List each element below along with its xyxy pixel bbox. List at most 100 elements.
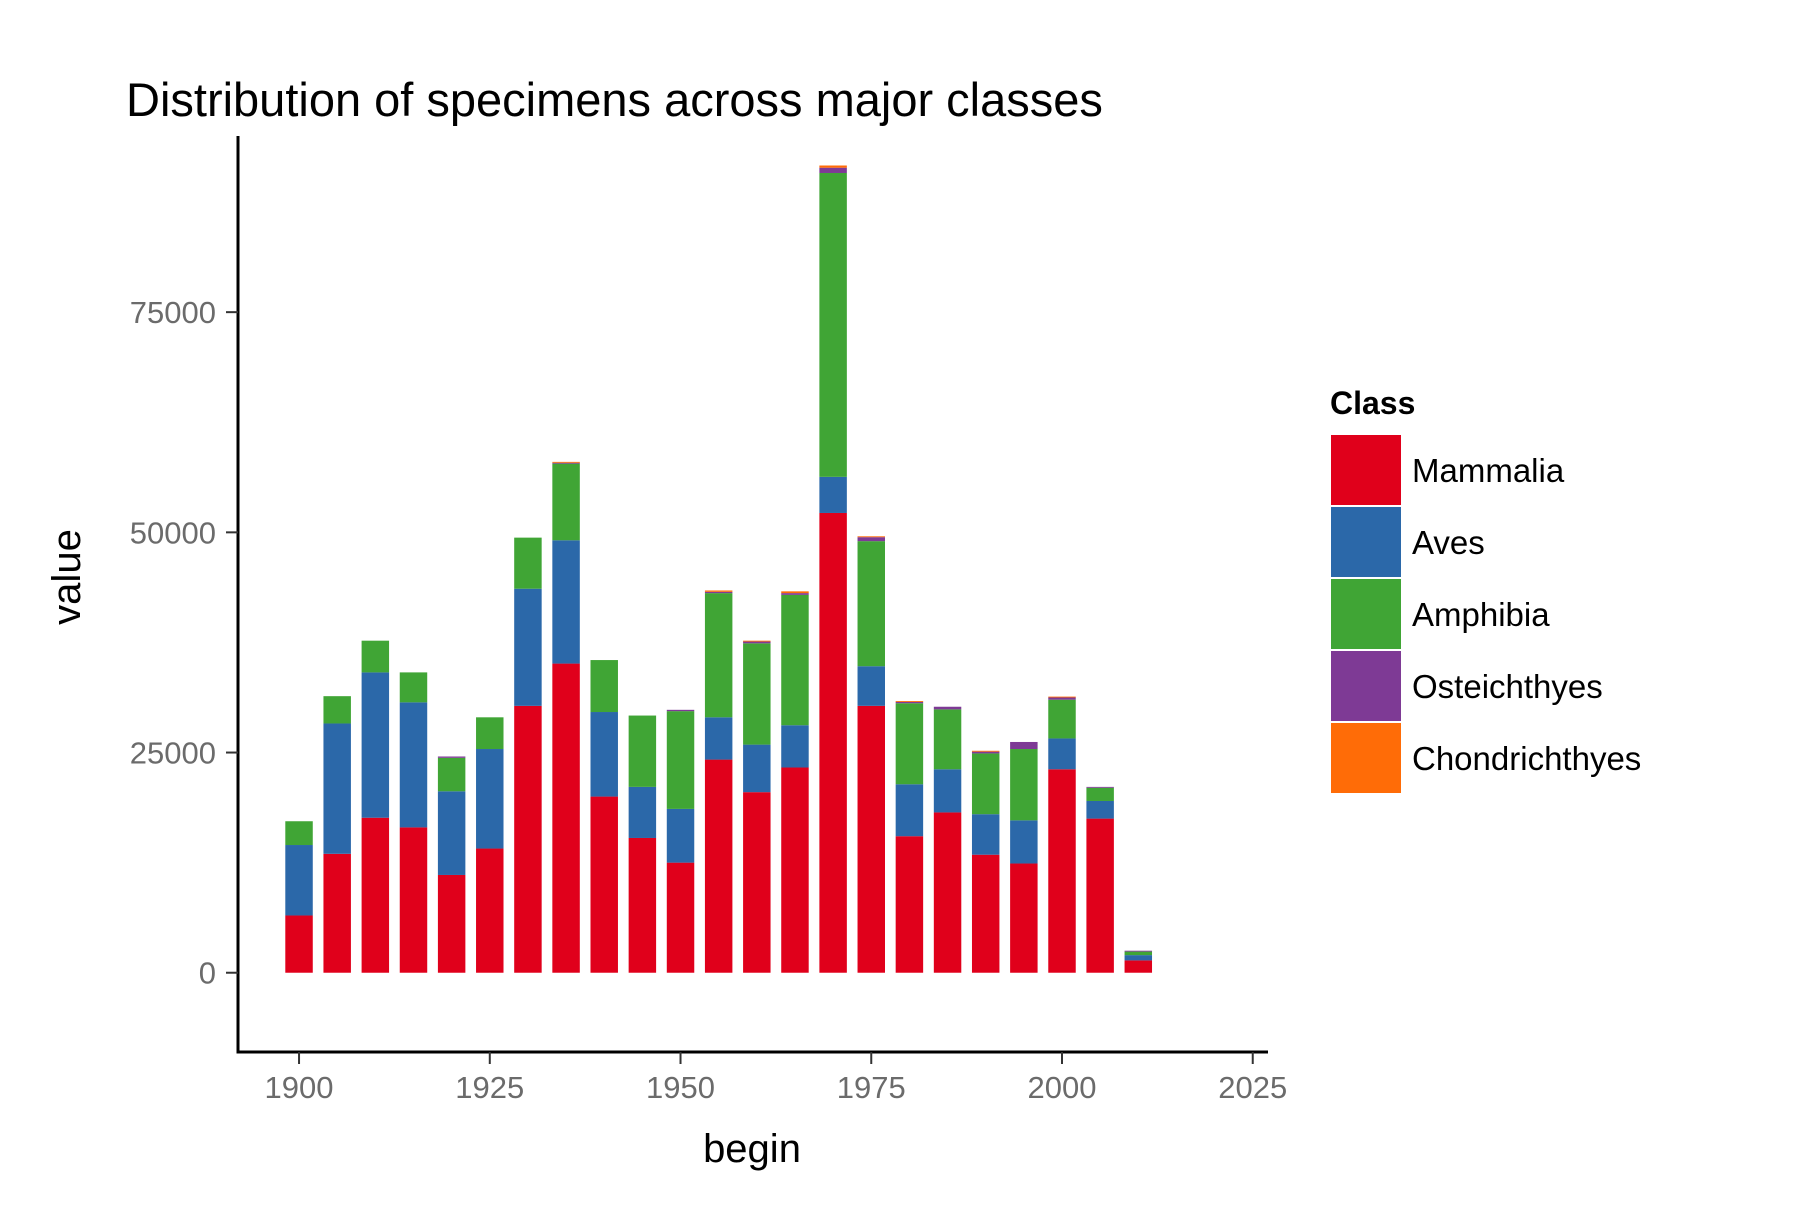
legend: Class Mammalia Aves Amphibia Osteichthyes Ch… [1329, 385, 1641, 795]
bar-osteichthyes-1990 [971, 751, 1000, 754]
legend-key-aves [1329, 505, 1403, 579]
legend-label-chondrichthyes: Chondrichthyes [1412, 740, 1641, 777]
x-tick-label: 1950 [646, 1070, 715, 1105]
bar-mammalia-1935 [552, 663, 580, 973]
bar-amphibia-2005 [1086, 787, 1114, 801]
bar-mammalia-2010 [1124, 960, 1153, 973]
chart-title: Distribution of specimens across major c… [126, 73, 1103, 126]
y-tick-label: 50000 [130, 515, 216, 550]
bar-osteichthyes-2000 [1048, 697, 1076, 700]
bar-mammalia-1940 [590, 796, 618, 973]
bar-amphibia-1900 [285, 821, 313, 846]
bar-amphibia-1990 [971, 753, 1000, 815]
bar-aves-1950 [666, 808, 695, 863]
bar-chondrichthyes-2000 [1048, 696, 1076, 698]
bar-mammalia-1965 [781, 767, 809, 973]
x-axis-label: begin [703, 1127, 801, 1171]
bar-aves-1930 [514, 588, 542, 706]
bar-mammalia-1950 [666, 862, 695, 973]
bar-chondrichthyes-1955 [704, 590, 733, 592]
bar-amphibia-1930 [514, 537, 542, 589]
bar-mammalia-2000 [1048, 769, 1076, 973]
bar-mammalia-1925 [476, 848, 504, 973]
x-tick-label: 1900 [265, 1070, 334, 1105]
bar-osteichthyes-2005 [1086, 786, 1114, 788]
bar-aves-1955 [704, 717, 733, 760]
bar-amphibia-1965 [781, 594, 809, 726]
bar-mammalia-1945 [628, 837, 657, 973]
bar-aves-1925 [476, 749, 504, 849]
bar-amphibia-1950 [666, 711, 695, 809]
bar-amphibia-1905 [323, 696, 351, 724]
bar-aves-1915 [399, 702, 428, 828]
bar-osteichthyes-1975 [857, 537, 885, 542]
y-axis-label: value [45, 529, 89, 625]
bar-amphibia-1970 [819, 172, 847, 477]
bar-mammalia-1930 [514, 705, 542, 973]
legend-label-osteichthyes: Osteichthyes [1412, 668, 1603, 705]
y-tick-label: 25000 [130, 736, 216, 771]
bar-amphibia-1945 [628, 715, 657, 787]
bar-mammalia-1910 [361, 817, 390, 973]
legend-key-osteichthyes [1329, 649, 1403, 723]
bar-aves-1920 [437, 791, 466, 875]
bar-osteichthyes-1985 [933, 706, 962, 710]
bars-layer [285, 165, 1153, 973]
bar-amphibia-1980 [895, 703, 924, 785]
bar-amphibia-1935 [552, 463, 580, 541]
bar-mammalia-1915 [399, 827, 428, 973]
bar-amphibia-1960 [743, 643, 771, 745]
bar-amphibia-1920 [437, 757, 466, 792]
x-tick-label: 1975 [837, 1070, 906, 1105]
bar-amphibia-2010 [1124, 951, 1153, 956]
bar-aves-1975 [857, 666, 885, 706]
bar-aves-1990 [971, 814, 1000, 855]
bar-aves-1985 [933, 769, 962, 813]
x-tick-label: 1925 [455, 1070, 524, 1105]
bar-aves-1995 [1010, 820, 1038, 864]
legend-title: Class [1330, 385, 1415, 421]
bar-osteichthyes-1965 [781, 593, 809, 595]
bar-osteichthyes-1950 [666, 709, 695, 712]
bar-osteichthyes-1935 [552, 462, 580, 464]
legend-label-amphibia: Amphibia [1412, 596, 1550, 633]
bar-chondrichthyes-1960 [743, 640, 771, 642]
bar-mammalia-1960 [743, 792, 771, 973]
bar-osteichthyes-1920 [437, 756, 466, 758]
bar-mammalia-1990 [971, 854, 1000, 973]
bar-amphibia-2000 [1048, 699, 1076, 739]
x-tick-label: 2025 [1218, 1070, 1287, 1105]
bar-amphibia-1925 [476, 717, 504, 750]
bar-aves-1935 [552, 540, 580, 664]
bar-aves-1980 [895, 784, 924, 837]
bar-mammalia-2005 [1086, 818, 1114, 973]
y-tick-label: 0 [199, 956, 216, 991]
bar-aves-1905 [323, 723, 351, 854]
bar-mammalia-1970 [819, 512, 847, 973]
bar-mammalia-1975 [857, 705, 885, 973]
bar-amphibia-1975 [857, 541, 885, 667]
bar-mammalia-1980 [895, 836, 924, 973]
legend-label-aves: Aves [1412, 524, 1485, 561]
bar-chondrichthyes-1980 [895, 701, 924, 702]
bar-chondrichthyes-1935 [552, 461, 580, 463]
bar-mammalia-1900 [285, 915, 313, 973]
bar-aves-1965 [781, 725, 809, 768]
bar-amphibia-1940 [590, 660, 618, 713]
bar-chondrichthyes-1970 [819, 165, 847, 168]
bar-chondrichthyes-1965 [781, 591, 809, 594]
y-tick-label: 75000 [130, 295, 216, 330]
bar-amphibia-1915 [399, 672, 428, 703]
bar-mammalia-1920 [437, 874, 466, 973]
legend-key-mammalia [1329, 433, 1403, 507]
legend-key-chondrichthyes [1329, 721, 1403, 795]
bar-osteichthyes-1980 [895, 701, 924, 704]
legend-key-amphibia [1329, 577, 1403, 651]
bar-aves-1910 [361, 672, 390, 818]
bar-aves-1970 [819, 476, 847, 513]
bar-amphibia-1955 [704, 593, 733, 718]
bar-aves-1900 [285, 845, 313, 916]
bar-amphibia-1910 [361, 640, 390, 673]
